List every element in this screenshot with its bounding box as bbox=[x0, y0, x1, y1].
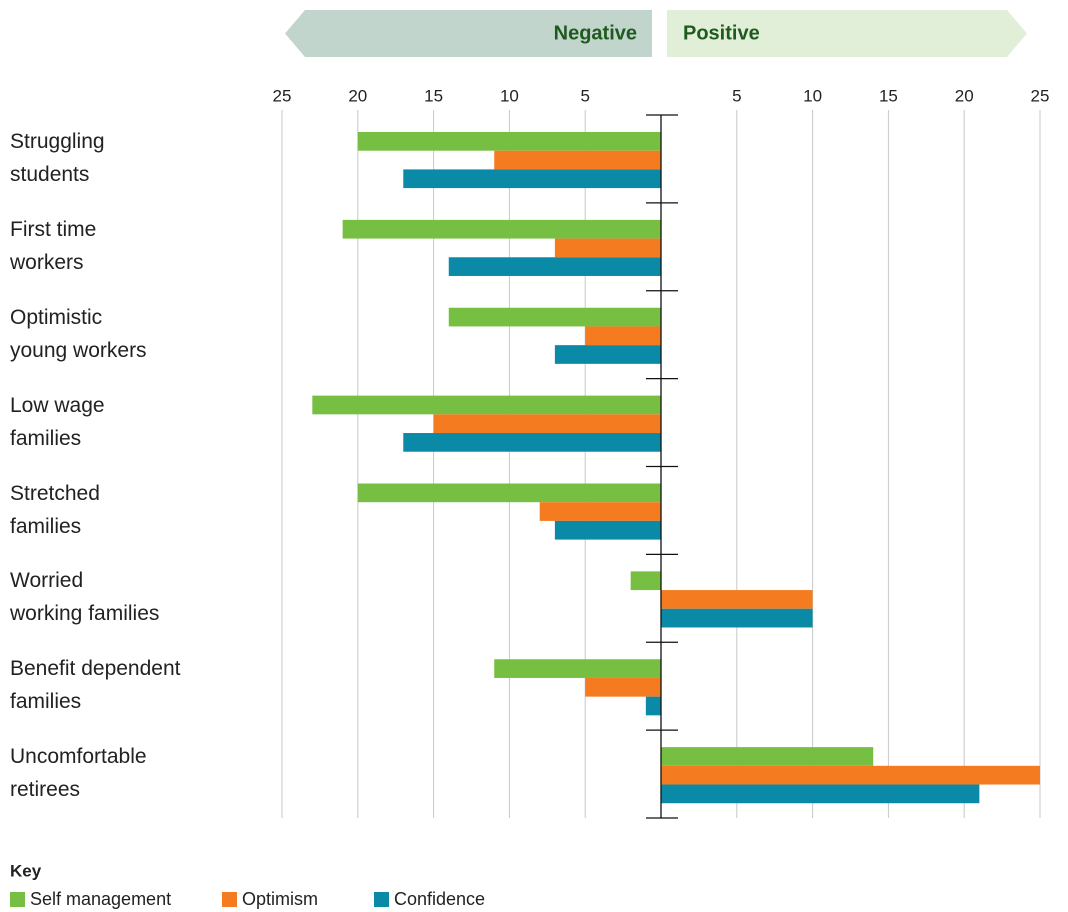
x-tick-label: 25 bbox=[1031, 86, 1050, 105]
y-tick-label: Optimistic young workers bbox=[10, 305, 147, 362]
x-tick-label: 25 bbox=[273, 86, 292, 105]
negative-banner bbox=[285, 10, 652, 57]
category-label-box: Optimistic young workers bbox=[10, 305, 147, 362]
negative-label: Negative bbox=[554, 22, 637, 44]
bar bbox=[494, 150, 661, 170]
y-tick-label: Uncomfortable retirees bbox=[10, 745, 147, 802]
y-tick-label: First time workers bbox=[10, 217, 97, 274]
category-label-box: First time workers bbox=[10, 217, 97, 274]
category-label-box: Worried working families bbox=[10, 569, 160, 626]
x-tick-label: 15 bbox=[424, 86, 443, 105]
bar bbox=[433, 414, 661, 434]
legend-swatch bbox=[222, 892, 237, 907]
legend-label: Self management bbox=[30, 889, 171, 909]
bar bbox=[661, 590, 813, 609]
legend-swatch bbox=[10, 892, 25, 907]
bar bbox=[357, 483, 661, 503]
bar bbox=[630, 571, 661, 591]
x-tick-label: 15 bbox=[879, 86, 898, 105]
bar bbox=[554, 345, 661, 364]
legend-title: Key bbox=[10, 861, 42, 880]
y-tick-label: Low wage families bbox=[10, 393, 105, 450]
bar bbox=[448, 257, 661, 276]
y-tick-label: Struggling students bbox=[10, 130, 105, 186]
y-tick-label: Worried working families bbox=[10, 569, 160, 626]
bar bbox=[357, 132, 661, 151]
bar bbox=[403, 169, 661, 189]
category-label-box: Uncomfortable retirees bbox=[10, 745, 147, 802]
bar bbox=[312, 395, 661, 415]
y-tick-label: Stretched families bbox=[10, 481, 100, 538]
category-label-box: Low wage families bbox=[10, 393, 105, 450]
bar bbox=[585, 326, 661, 346]
bar bbox=[494, 659, 661, 678]
bar bbox=[645, 696, 661, 716]
legend-label: Confidence bbox=[394, 889, 485, 909]
y-tick-label: Benefit dependent families bbox=[10, 657, 181, 714]
legend-swatch bbox=[374, 892, 389, 907]
positive-banner bbox=[667, 10, 1027, 57]
bar bbox=[585, 677, 661, 697]
bar bbox=[661, 608, 813, 628]
x-tick-label: 20 bbox=[955, 86, 974, 105]
bar bbox=[554, 238, 661, 258]
bar bbox=[539, 502, 661, 521]
category-label-box: Benefit dependent families bbox=[10, 657, 181, 714]
category-label-box: Struggling students bbox=[10, 130, 105, 186]
positive-label: Positive bbox=[683, 22, 760, 44]
bar bbox=[661, 784, 980, 804]
x-tick-label: 10 bbox=[500, 86, 519, 105]
bar bbox=[448, 307, 661, 327]
bar bbox=[661, 765, 1040, 785]
category-label-box: Stretched families bbox=[10, 481, 100, 538]
x-tick-label: 10 bbox=[803, 86, 822, 105]
bar bbox=[342, 219, 661, 239]
x-tick-label: 5 bbox=[580, 86, 589, 105]
x-tick-label: 20 bbox=[348, 86, 367, 105]
bar bbox=[554, 520, 661, 540]
bar bbox=[661, 747, 874, 766]
bar bbox=[403, 433, 661, 452]
legend-label: Optimism bbox=[242, 889, 318, 909]
x-tick-label: 5 bbox=[732, 86, 741, 105]
